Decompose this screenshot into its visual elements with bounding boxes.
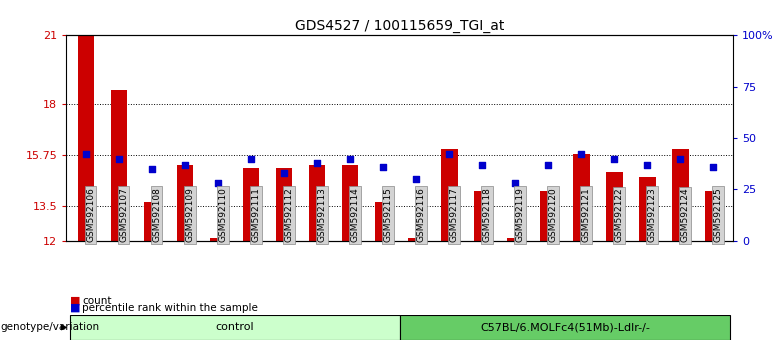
Text: GSM592122: GSM592122 bbox=[615, 188, 623, 242]
Text: GSM592119: GSM592119 bbox=[516, 188, 524, 242]
Text: GSM592115: GSM592115 bbox=[383, 188, 392, 242]
Bar bbox=[342, 165, 359, 241]
Bar bbox=[672, 149, 689, 241]
Point bbox=[674, 156, 686, 161]
Text: GSM592106: GSM592106 bbox=[86, 188, 95, 242]
Point bbox=[476, 162, 488, 167]
Bar bbox=[111, 90, 127, 241]
Point bbox=[344, 156, 356, 161]
Bar bbox=[507, 239, 523, 241]
Text: GSM592117: GSM592117 bbox=[449, 188, 459, 242]
Bar bbox=[639, 177, 656, 241]
Bar bbox=[474, 190, 491, 241]
Point bbox=[179, 162, 191, 167]
Text: GSM592110: GSM592110 bbox=[218, 188, 227, 242]
Point bbox=[113, 156, 126, 161]
Text: C57BL/6.MOLFc4(51Mb)-Ldlr-/-: C57BL/6.MOLFc4(51Mb)-Ldlr-/- bbox=[480, 322, 650, 332]
Text: count: count bbox=[82, 296, 112, 306]
Point bbox=[311, 160, 324, 166]
Bar bbox=[375, 202, 392, 241]
Text: ■: ■ bbox=[70, 303, 80, 313]
Bar bbox=[441, 149, 458, 241]
Text: GSM592118: GSM592118 bbox=[482, 188, 491, 242]
Text: GSM592114: GSM592114 bbox=[350, 188, 360, 242]
Text: genotype/variation: genotype/variation bbox=[1, 322, 100, 332]
Text: GSM592108: GSM592108 bbox=[152, 188, 161, 242]
Bar bbox=[243, 168, 260, 241]
Point bbox=[245, 156, 257, 161]
Bar bbox=[144, 202, 161, 241]
Text: GSM592112: GSM592112 bbox=[284, 188, 293, 242]
Text: GSM592125: GSM592125 bbox=[714, 188, 722, 242]
Text: GSM592107: GSM592107 bbox=[119, 188, 128, 242]
Text: GSM592120: GSM592120 bbox=[548, 188, 558, 242]
Text: percentile rank within the sample: percentile rank within the sample bbox=[82, 303, 257, 313]
Point bbox=[542, 162, 555, 167]
Bar bbox=[399, 315, 730, 340]
Bar bbox=[573, 154, 590, 241]
Bar bbox=[540, 190, 557, 241]
Point bbox=[80, 152, 92, 157]
Bar bbox=[408, 239, 424, 241]
Text: GSM592116: GSM592116 bbox=[417, 188, 425, 242]
Point bbox=[377, 164, 389, 170]
Bar bbox=[69, 315, 399, 340]
Point bbox=[575, 152, 587, 157]
Text: GSM592123: GSM592123 bbox=[647, 188, 656, 242]
Text: GSM592121: GSM592121 bbox=[581, 188, 590, 242]
Text: GSM592124: GSM592124 bbox=[680, 188, 690, 242]
Text: GSM592109: GSM592109 bbox=[185, 188, 194, 242]
Text: GSM592111: GSM592111 bbox=[251, 188, 261, 242]
Point bbox=[278, 170, 290, 176]
Point bbox=[608, 156, 621, 161]
Point bbox=[707, 164, 720, 170]
Bar bbox=[705, 190, 722, 241]
Point bbox=[410, 176, 423, 182]
Bar bbox=[177, 165, 193, 241]
Bar bbox=[309, 165, 325, 241]
Bar bbox=[210, 239, 226, 241]
Bar bbox=[276, 168, 292, 241]
Point bbox=[509, 181, 522, 186]
Text: ■: ■ bbox=[70, 296, 80, 306]
Text: GSM592113: GSM592113 bbox=[317, 188, 326, 242]
Point bbox=[443, 152, 456, 157]
Point bbox=[212, 181, 225, 186]
Point bbox=[641, 162, 654, 167]
Bar bbox=[606, 172, 622, 241]
Title: GDS4527 / 100115659_TGI_at: GDS4527 / 100115659_TGI_at bbox=[295, 19, 505, 33]
Bar bbox=[78, 35, 94, 241]
Point bbox=[146, 166, 158, 172]
Text: control: control bbox=[215, 322, 254, 332]
